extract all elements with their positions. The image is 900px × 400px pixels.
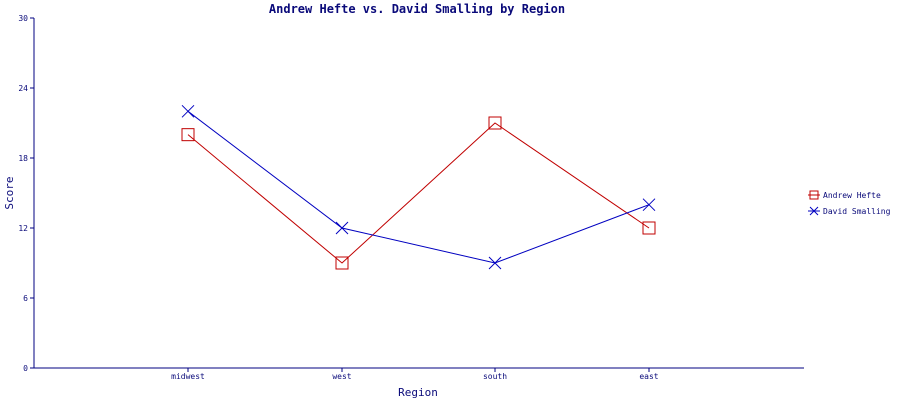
- data-point: [181, 128, 195, 142]
- axes: [33, 18, 804, 369]
- data-point: [642, 198, 656, 212]
- y-axis-ticks: 0 6 12 18 24 30: [18, 14, 34, 373]
- legend-label: David Smalling: [823, 207, 891, 216]
- data-point: [488, 256, 502, 270]
- series-2: [181, 104, 656, 270]
- y-tick-label: 6: [23, 294, 28, 303]
- legend-item: Andrew Hefte: [808, 190, 881, 200]
- y-tick-label: 12: [18, 224, 28, 233]
- y-tick-label: 0: [23, 364, 28, 373]
- data-point: [642, 221, 656, 235]
- data-point: [181, 104, 195, 118]
- y-axis-label: Score: [3, 176, 16, 209]
- x-axis-ticks: midwest west south east: [171, 368, 659, 381]
- legend: Andrew Hefte David Smalling: [808, 190, 891, 216]
- legend-marker: [809, 206, 819, 216]
- x-tick-label: east: [639, 372, 658, 381]
- data-point: [488, 116, 502, 130]
- legend-label: Andrew Hefte: [823, 191, 881, 200]
- y-tick-label: 18: [18, 154, 28, 163]
- legend-item: David Smalling: [808, 206, 891, 216]
- x-axis-label: Region: [398, 386, 438, 399]
- data-point: [335, 256, 349, 270]
- series-layer: [181, 104, 656, 270]
- x-tick-label: south: [483, 372, 507, 381]
- series-line: [187, 110, 650, 264]
- legend-marker: [809, 190, 819, 200]
- y-tick-label: 30: [18, 14, 28, 23]
- y-tick-label: 24: [18, 84, 28, 93]
- x-tick-label: west: [332, 372, 351, 381]
- x-tick-label: midwest: [171, 372, 205, 381]
- chart-title: Andrew Hefte vs. David Smalling by Regio…: [269, 2, 565, 16]
- data-point: [335, 221, 349, 235]
- series-1: [181, 116, 656, 270]
- series-line: [187, 122, 650, 264]
